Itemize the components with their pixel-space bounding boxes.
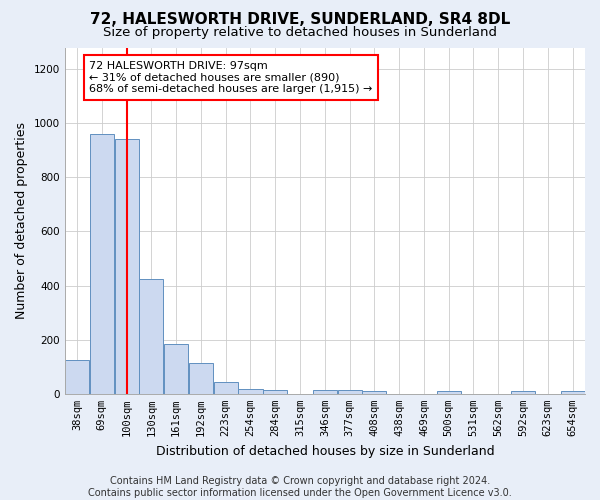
Bar xyxy=(560,391,584,394)
Text: Size of property relative to detached houses in Sunderland: Size of property relative to detached ho… xyxy=(103,26,497,39)
Bar xyxy=(65,360,89,394)
Text: 72 HALESWORTH DRIVE: 97sqm
← 31% of detached houses are smaller (890)
68% of sem: 72 HALESWORTH DRIVE: 97sqm ← 31% of deta… xyxy=(89,61,373,94)
Bar xyxy=(164,344,188,394)
Bar xyxy=(362,391,386,394)
Bar xyxy=(90,134,114,394)
Bar xyxy=(238,389,263,394)
Y-axis label: Number of detached properties: Number of detached properties xyxy=(15,122,28,319)
Bar xyxy=(115,140,139,394)
Text: 72, HALESWORTH DRIVE, SUNDERLAND, SR4 8DL: 72, HALESWORTH DRIVE, SUNDERLAND, SR4 8D… xyxy=(90,12,510,28)
Bar xyxy=(139,279,163,394)
Bar xyxy=(214,382,238,394)
Bar xyxy=(263,390,287,394)
Bar xyxy=(338,390,362,394)
X-axis label: Distribution of detached houses by size in Sunderland: Distribution of detached houses by size … xyxy=(155,444,494,458)
Bar xyxy=(313,390,337,394)
Bar xyxy=(437,392,461,394)
Bar xyxy=(511,392,535,394)
Bar xyxy=(189,362,213,394)
Text: Contains HM Land Registry data © Crown copyright and database right 2024.
Contai: Contains HM Land Registry data © Crown c… xyxy=(88,476,512,498)
